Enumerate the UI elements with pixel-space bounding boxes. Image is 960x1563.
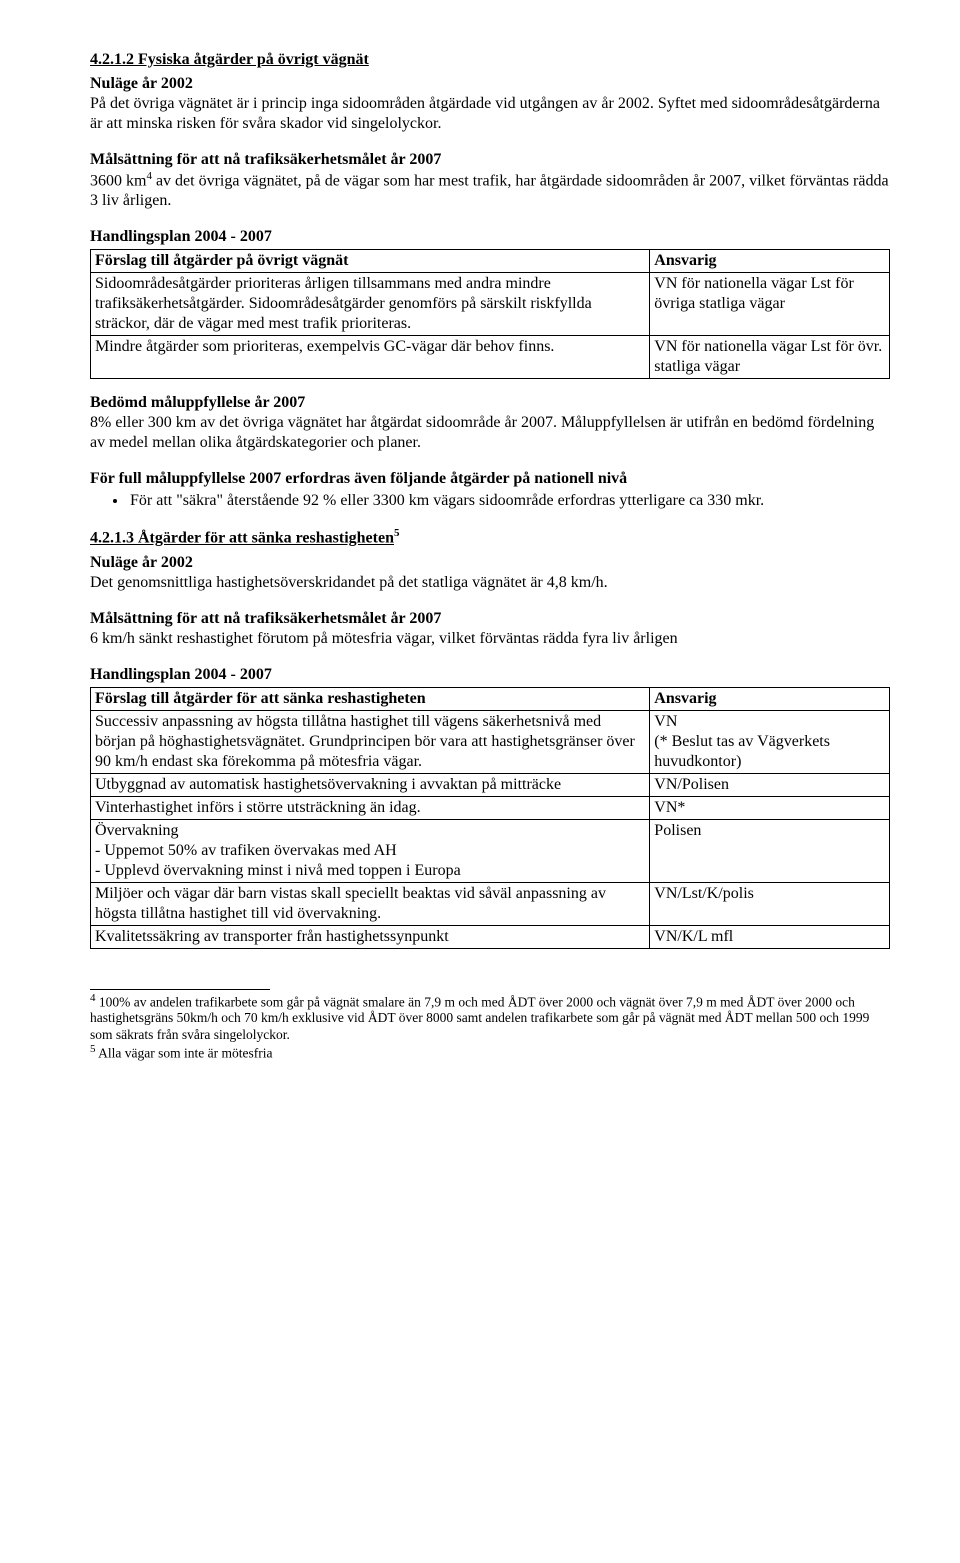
mal-label-1: Målsättning för att nå trafiksäkerhetsmå… (90, 151, 441, 168)
full-label-1: För full måluppfyllelse 2007 erfordras ä… (90, 469, 890, 489)
nulage-text-1: På det övriga vägnätet är i princip inga… (90, 95, 880, 132)
footnote-rule (90, 989, 270, 990)
heading-4213-text: 4.2.1.3 Åtgärder för att sänka reshastig… (90, 530, 394, 547)
section-heading-4212: 4.2.1.2 Fysiska åtgärder på övrigt vägnä… (90, 50, 890, 70)
footnote-5: 5 Alla vägar som inte är mötesfria (90, 1043, 890, 1062)
nulage-label-2: Nuläge år 2002 (90, 554, 193, 571)
table-row: Övervakning - Uppemot 50% av trafiken öv… (91, 819, 890, 882)
mal-text-1b: av det övriga vägnätet, på de vägar som … (90, 172, 889, 209)
footnotes: 4 100% av andelen trafikarbete som går p… (90, 992, 890, 1062)
table-row: Mindre åtgärder som prioriteras, exempel… (91, 336, 890, 379)
cell-left: Kvalitetssäkring av transporter från has… (91, 925, 650, 948)
mal-text-2: 6 km/h sänkt reshastighet förutom på möt… (90, 630, 678, 647)
section-heading-4213: 4.2.1.3 Åtgärder för att sänka reshastig… (90, 527, 890, 548)
bullet-list-1: För att "säkra" återstående 92 % eller 3… (90, 491, 890, 511)
list-item: För att "säkra" återstående 92 % eller 3… (128, 491, 890, 511)
cell-left: Utbyggnad av automatisk hastighetsöverva… (91, 773, 650, 796)
table-header-right: Ansvarig (650, 250, 890, 273)
mal-label-2: Målsättning för att nå trafiksäkerhetsmå… (90, 610, 441, 627)
heading-4213-sup: 5 (394, 527, 400, 541)
table-row: Miljöer och vägar där barn vistas skall … (91, 882, 890, 925)
nulage-text-2: Det genomsnittliga hastighetsöverskridan… (90, 574, 608, 591)
cell-right: VN/Lst/K/polis (650, 882, 890, 925)
plan-label-2: Handlingsplan 2004 - 2007 (90, 665, 890, 685)
cell-left: Vinterhastighet införs i större utsträck… (91, 796, 650, 819)
cell-left: Miljöer och vägar där barn vistas skall … (91, 882, 650, 925)
table-row: Sidoområdesåtgärder prioriteras årligen … (91, 273, 890, 336)
table-4212: Förslag till åtgärder på övrigt vägnät A… (90, 249, 890, 379)
table-row: Kvalitetssäkring av transporter från has… (91, 925, 890, 948)
table-header-left: Förslag till åtgärder på övrigt vägnät (91, 250, 650, 273)
cell-left: Mindre åtgärder som prioriteras, exempel… (91, 336, 650, 379)
plan-label-1: Handlingsplan 2004 - 2007 (90, 227, 890, 247)
cell-right: VN för nationella vägar Lst för övriga s… (650, 273, 890, 336)
cell-right: VN/Polisen (650, 773, 890, 796)
footnote-4-text: 100% av andelen trafikarbete som går på … (90, 994, 869, 1041)
bedomd-text-1: 8% eller 300 km av det övriga vägnätet h… (90, 414, 874, 451)
table-4213: Förslag till åtgärder för att sänka resh… (90, 687, 890, 949)
footnote-5-text: Alla vägar som inte är mötesfria (96, 1045, 273, 1060)
footnote-4: 4 100% av andelen trafikarbete som går p… (90, 992, 890, 1043)
table-row: Vinterhastighet införs i större utsträck… (91, 796, 890, 819)
cell-left: Successiv anpassning av högsta tillåtna … (91, 710, 650, 773)
table-header-right: Ansvarig (650, 687, 890, 710)
cell-right: VN* (650, 796, 890, 819)
table-header-row: Förslag till åtgärder för att sänka resh… (91, 687, 890, 710)
bedomd-label-1: Bedömd måluppfyllelse år 2007 (90, 394, 305, 411)
table-row: Utbyggnad av automatisk hastighetsöverva… (91, 773, 890, 796)
table-header-row: Förslag till åtgärder på övrigt vägnät A… (91, 250, 890, 273)
cell-right: VN/K/L mfl (650, 925, 890, 948)
nulage-label-1: Nuläge år 2002 (90, 75, 193, 92)
table-header-left: Förslag till åtgärder för att sänka resh… (91, 687, 650, 710)
cell-right: VN (* Beslut tas av Vägverkets huvudkont… (650, 710, 890, 773)
cell-left: Övervakning - Uppemot 50% av trafiken öv… (91, 819, 650, 882)
cell-left: Sidoområdesåtgärder prioriteras årligen … (91, 273, 650, 336)
cell-right: VN för nationella vägar Lst för övr. sta… (650, 336, 890, 379)
table-row: Successiv anpassning av högsta tillåtna … (91, 710, 890, 773)
mal-text-1a: 3600 km (90, 172, 146, 189)
cell-right: Polisen (650, 819, 890, 882)
